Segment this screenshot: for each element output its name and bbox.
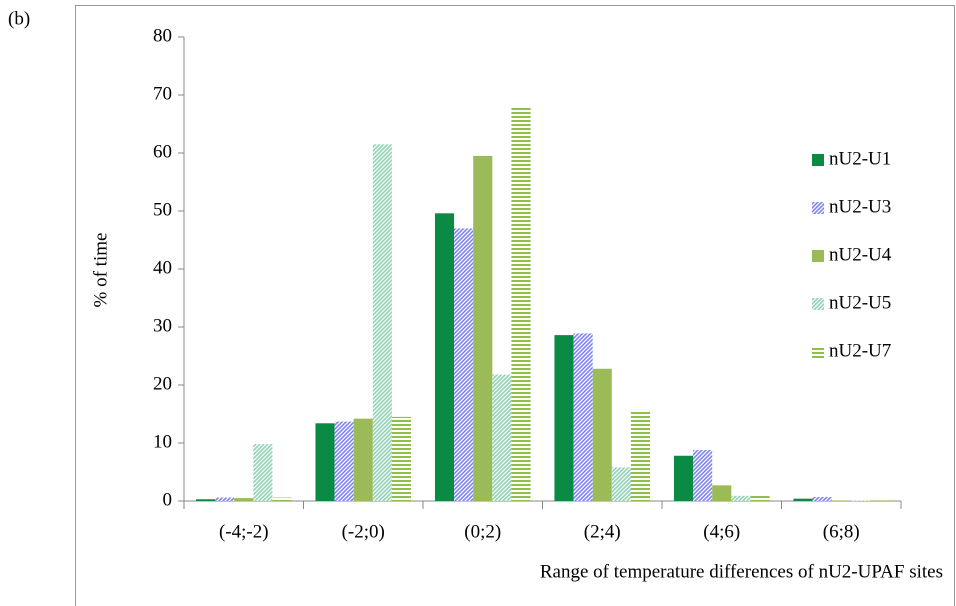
x-axis-title: Range of temperature differences of nU2-… [540,561,943,582]
bar [434,213,455,501]
x-tick-label: (-2;0) [342,521,385,542]
bar [573,333,593,501]
bar [372,144,392,502]
legend-label: nU2-U4 [829,244,892,265]
bar [793,498,813,501]
bar [850,500,870,501]
bar [592,368,612,501]
bar [831,500,851,501]
bar [334,421,354,501]
panel-label: (b) [8,8,30,29]
bar [195,499,216,501]
bar [315,423,335,501]
x-tick-label: (0;2) [464,521,501,542]
legend-label: nU2-U7 [829,340,891,361]
x-tick-label: (-4;-2) [219,521,269,542]
legend-label: nU2-U3 [829,196,891,217]
bar [391,416,412,501]
bar [693,449,713,501]
bar [272,497,292,501]
bar [511,107,531,501]
legend-swatch [812,250,824,262]
bar [253,444,273,501]
bar [712,485,732,501]
x-tick-label: (2;4) [584,521,621,542]
bar [215,497,235,501]
bar [234,498,254,501]
bar [869,500,890,501]
y-tick-label: 20 [153,373,172,394]
legend-swatch [812,298,824,310]
legend-swatch [812,346,824,358]
legend-label: nU2-U1 [829,148,891,169]
bar [454,228,474,501]
bar [630,409,651,501]
chart-frame [75,5,955,606]
x-tick-label: (4;6) [703,521,740,542]
bar [473,155,493,501]
legend-swatch [812,202,824,214]
legend-label: nU2-U5 [829,292,891,313]
legend-swatch [812,154,824,166]
y-tick-label: 80 [153,25,172,46]
y-tick-label: 60 [153,141,172,162]
bar [731,495,751,501]
y-axis-title: % of time [90,233,111,308]
y-tick-label: 70 [153,83,172,104]
x-tick-label: (6;8) [823,521,860,542]
y-tick-label: 40 [153,257,172,278]
bar [353,418,373,501]
bar [750,494,770,501]
bar [673,455,694,501]
y-tick-label: 30 [153,315,172,336]
bar [492,374,512,501]
bar [812,496,832,501]
bar [554,335,574,501]
y-tick-label: 50 [153,199,172,220]
y-tick-label: 0 [163,489,173,510]
y-tick-label: 10 [153,431,172,452]
bar [611,467,631,501]
